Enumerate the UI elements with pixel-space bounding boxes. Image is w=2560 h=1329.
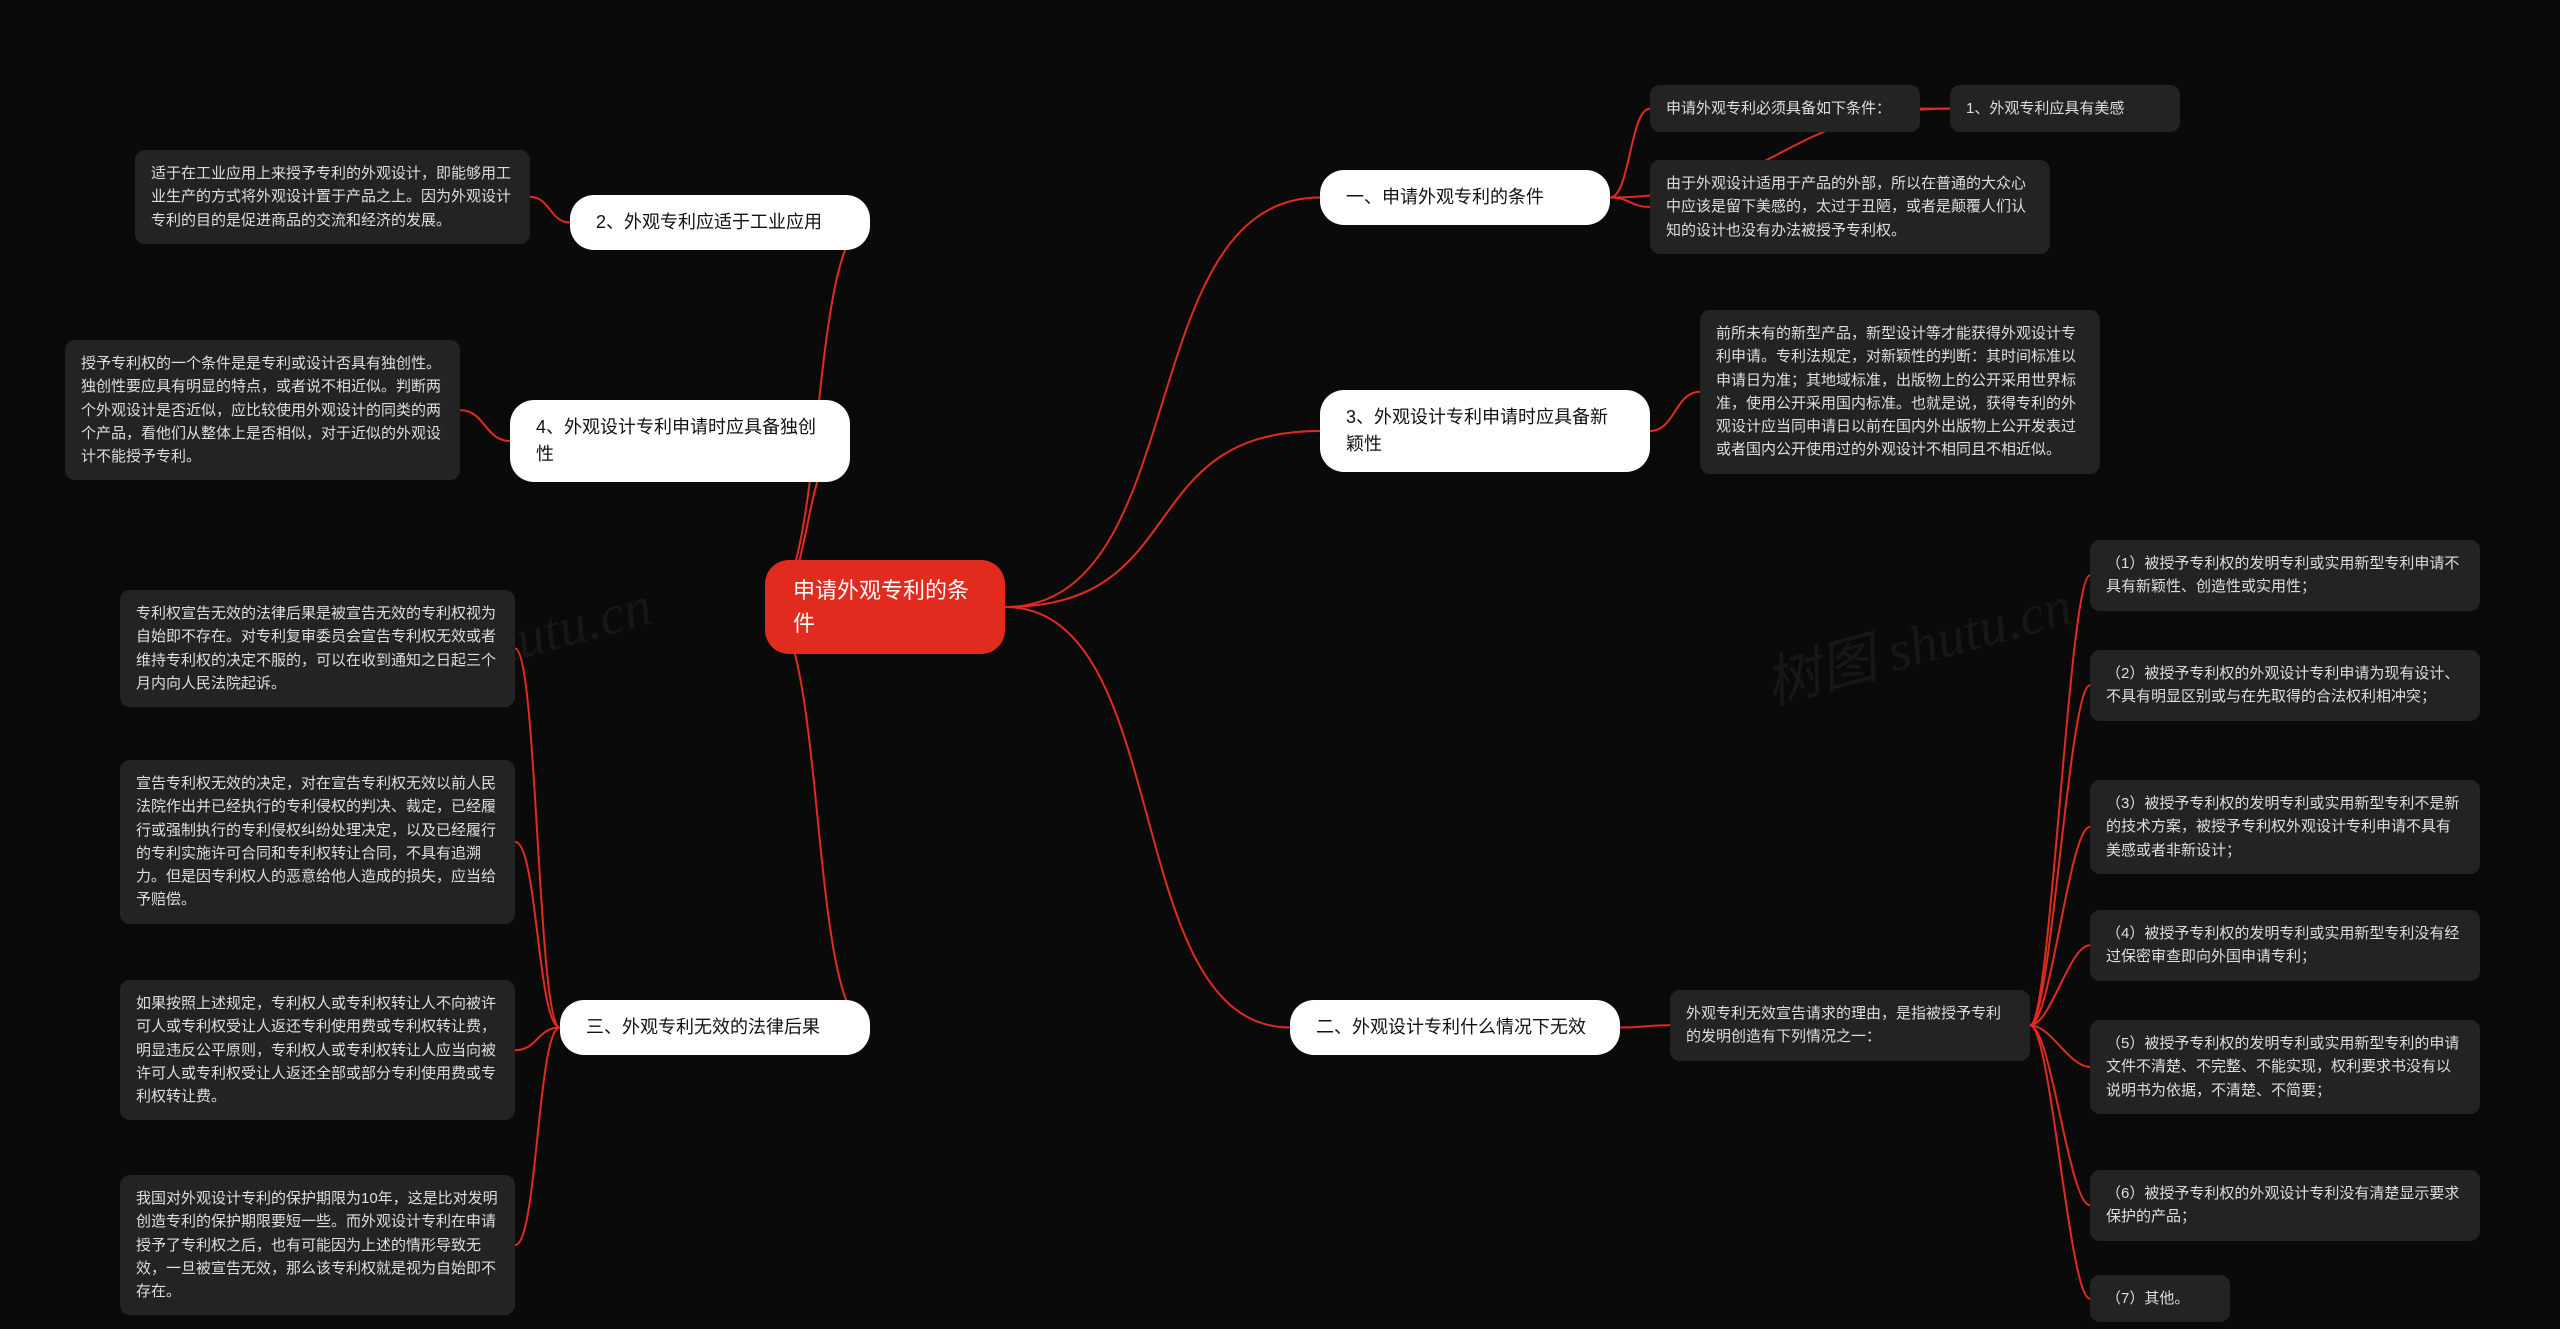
leaf-node: 外观专利无效宣告请求的理由，是指被授予专利的发明创造有下列情况之一： [1670,990,2030,1061]
leaf-node: 前所未有的新型产品，新型设计等才能获得外观设计专利申请。专利法规定，对新颖性的判… [1700,310,2100,474]
leaf-node: （2）被授予专利权的外观设计专利申请为现有设计、不具有明显区别或与在先取得的合法… [2090,650,2480,721]
center-node: 申请外观专利的条件 [765,560,1005,654]
leaf-node: 专利权宣告无效的法律后果是被宣告无效的专利权视为自始即不存在。对专利复审委员会宣… [120,590,515,707]
leaf-node: 适于在工业应用上来授予专利的外观设计，即能够用工业生产的方式将外观设计置于产品之… [135,150,530,244]
branch-node: 4、外观设计专利申请时应具备独创性 [510,400,850,482]
branch-node: 2、外观专利应适于工业应用 [570,195,870,250]
branch-node: 一、申请外观专利的条件 [1320,170,1610,225]
branch-node: 三、外观专利无效的法律后果 [560,1000,870,1055]
leaf-node: （1）被授予专利权的发明专利或实用新型专利申请不具有新颖性、创造性或实用性； [2090,540,2480,611]
branch-node: 二、外观设计专利什么情况下无效 [1290,1000,1620,1055]
leaf-node: （7）其他。 [2090,1275,2230,1322]
leaf-node: 如果按照上述规定，专利权人或专利权转让人不向被许可人或专利权受让人返还专利使用费… [120,980,515,1120]
leaf-node: 授予专利权的一个条件是是专利或设计否具有独创性。独创性要应具有明显的特点，或者说… [65,340,460,480]
watermark: 树图 shutu.cn [1755,561,2079,721]
leaf-node: 我国对外观设计专利的保护期限为10年，这是比对发明创造专利的保护期限要短一些。而… [120,1175,515,1315]
leaf-node: 1、外观专利应具有美感 [1950,85,2180,132]
leaf-node: 由于外观设计适用于产品的外部，所以在普通的大众心中应该是留下美感的，太过于丑陋，… [1650,160,2050,254]
leaf-node: （3）被授予专利权的发明专利或实用新型专利不是新的技术方案，被授予专利权外观设计… [2090,780,2480,874]
leaf-node: 宣告专利权无效的决定，对在宣告专利权无效以前人民法院作出并已经执行的专利侵权的判… [120,760,515,924]
leaf-node: （5）被授予专利权的发明专利或实用新型专利的申请文件不清楚、不完整、不能实现，权… [2090,1020,2480,1114]
leaf-node: （6）被授予专利权的外观设计专利没有清楚显示要求保护的产品； [2090,1170,2480,1241]
leaf-node: （4）被授予专利权的发明专利或实用新型专利没有经过保密审查即向外国申请专利； [2090,910,2480,981]
leaf-node: 申请外观专利必须具备如下条件： [1650,85,1920,132]
branch-node: 3、外观设计专利申请时应具备新颖性 [1320,390,1650,472]
